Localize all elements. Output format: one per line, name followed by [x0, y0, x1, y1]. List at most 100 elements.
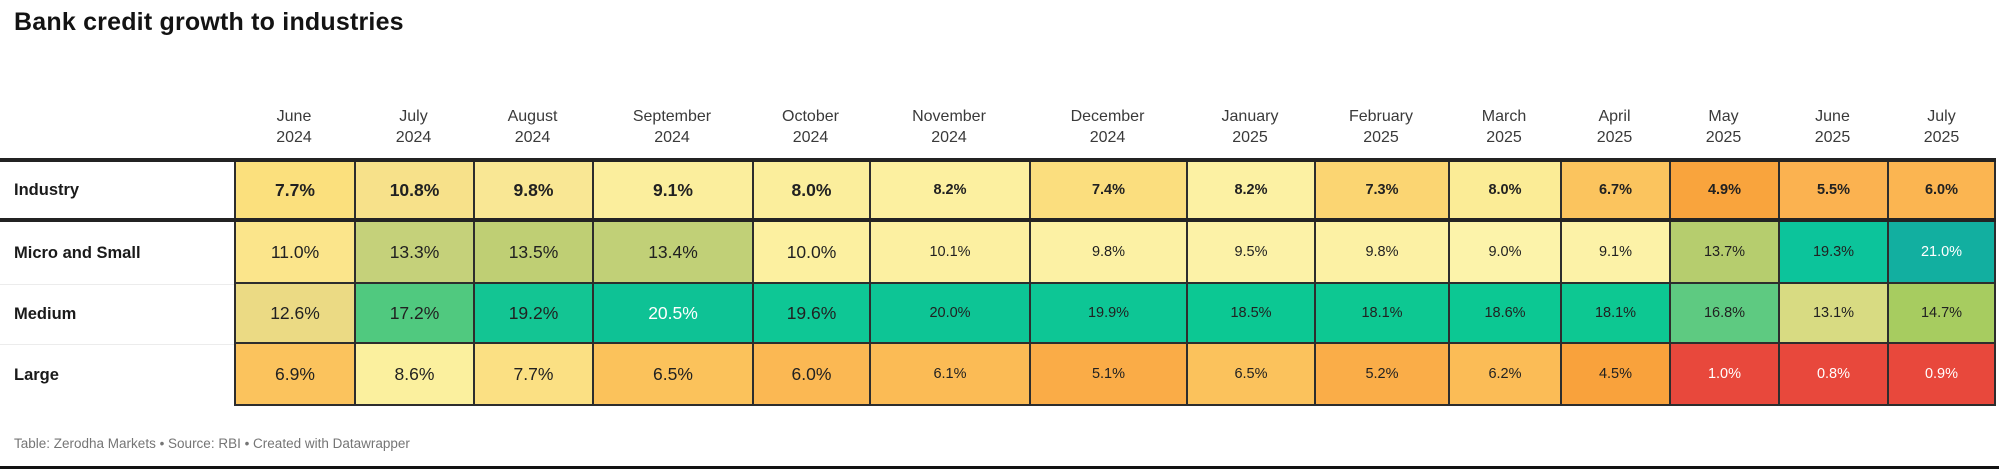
month-year: 2025	[1486, 128, 1522, 146]
month-name: August	[507, 107, 558, 125]
value-cell: 9.1%	[1560, 222, 1669, 284]
month-year: 2025	[1814, 128, 1851, 146]
value-cell: 8.2%	[1186, 162, 1314, 218]
value-cell: 5.2%	[1314, 344, 1448, 406]
value-cell: 11.0%	[234, 222, 354, 284]
value-cell: 20.5%	[592, 284, 752, 344]
month-header: September 2024	[592, 106, 752, 158]
month-header: April 2025	[1560, 106, 1669, 158]
value-cell: 13.5%	[473, 222, 592, 284]
value-cell: 10.1%	[869, 222, 1029, 284]
value-cell: 9.8%	[473, 162, 592, 218]
month-name: May	[1708, 107, 1739, 125]
month-year: 2025	[1596, 128, 1633, 146]
value-cell: 6.5%	[1186, 344, 1314, 406]
value-cell: 5.5%	[1778, 162, 1887, 218]
value-cell: 19.3%	[1778, 222, 1887, 284]
value-cell: 12.6%	[234, 284, 354, 344]
value-cell: 9.5%	[1186, 222, 1314, 284]
month-header: July 2025	[1887, 106, 1996, 158]
value-cell: 13.3%	[354, 222, 473, 284]
value-cell: 13.7%	[1669, 222, 1778, 284]
value-cell: 8.2%	[869, 162, 1029, 218]
value-cell: 6.9%	[234, 344, 354, 406]
value-cell: 6.7%	[1560, 162, 1669, 218]
value-cell: 17.2%	[354, 284, 473, 344]
value-cell: 10.8%	[354, 162, 473, 218]
value-cell: 18.1%	[1560, 284, 1669, 344]
month-name: February	[1348, 107, 1414, 125]
month-name: December	[1070, 107, 1145, 125]
month-name: January	[1221, 107, 1279, 125]
month-year: 2024	[792, 128, 829, 146]
value-cell: 19.2%	[473, 284, 592, 344]
table-row: Industry 7.7% 10.8% 9.8% 9.1% 8.0% 8.2% 7.4% 8.2…	[0, 158, 1996, 222]
value-cell: 13.4%	[592, 222, 752, 284]
month-header: March 2025	[1448, 106, 1560, 158]
page-title: Bank credit growth to industries	[14, 8, 404, 36]
month-header: November 2024	[869, 106, 1029, 158]
value-cell: 5.1%	[1029, 344, 1186, 406]
row-label: Medium	[0, 284, 234, 344]
value-cell: 6.1%	[869, 344, 1029, 406]
value-cell: 6.5%	[592, 344, 752, 406]
value-cell: 0.8%	[1778, 344, 1887, 406]
value-cell: 10.0%	[752, 222, 869, 284]
month-year: 2024	[931, 128, 967, 146]
value-cell: 19.9%	[1029, 284, 1186, 344]
header-row: June 2024 July 2024 August 2024 September 2024 O…	[0, 62, 1996, 158]
month-year: 2025	[1363, 128, 1399, 146]
value-cell: 14.7%	[1887, 284, 1996, 344]
month-header: May 2025	[1669, 106, 1778, 158]
month-header: June 2024	[234, 106, 354, 158]
value-cell: 7.7%	[473, 344, 592, 406]
month-name: November	[912, 107, 986, 125]
value-cell: 1.0%	[1669, 344, 1778, 406]
table-row: Medium 12.6% 17.2% 19.2% 20.5% 19.6% 20.0% 19.9…	[0, 284, 1996, 344]
value-cell: 4.5%	[1560, 344, 1669, 406]
value-cell: 8.0%	[1448, 162, 1560, 218]
value-cell: 6.2%	[1448, 344, 1560, 406]
row-label: Micro and Small	[0, 222, 234, 284]
value-cell: 6.0%	[752, 344, 869, 406]
source-note: Table: Zerodha Markets • Source: RBI • C…	[14, 436, 410, 451]
value-cell: 8.0%	[752, 162, 869, 218]
month-year: 2025	[1923, 128, 1960, 146]
value-cell: 13.1%	[1778, 284, 1887, 344]
month-header: August 2024	[473, 106, 592, 158]
value-cell: 4.9%	[1669, 162, 1778, 218]
month-year: 2025	[1705, 128, 1742, 146]
month-header: December 2024	[1029, 106, 1186, 158]
month-year: 2024	[276, 128, 312, 146]
value-cell: 19.6%	[752, 284, 869, 344]
month-name: June	[1815, 107, 1850, 125]
month-header: October 2024	[752, 106, 869, 158]
value-cell: 18.6%	[1448, 284, 1560, 344]
month-header: January 2025	[1186, 106, 1314, 158]
value-cell: 9.1%	[592, 162, 752, 218]
month-name: June	[276, 107, 312, 125]
month-header: February 2025	[1314, 106, 1448, 158]
value-cell: 20.0%	[869, 284, 1029, 344]
value-cell: 9.8%	[1314, 222, 1448, 284]
month-name: April	[1598, 107, 1631, 125]
month-year: 2025	[1232, 128, 1268, 146]
value-cell: 9.8%	[1029, 222, 1186, 284]
value-cell: 16.8%	[1669, 284, 1778, 344]
value-cell: 7.7%	[234, 162, 354, 218]
table-row: Large 6.9% 8.6% 7.7% 6.5% 6.0% 6.1% 5.1% 6.5% 5.2…	[0, 344, 1996, 406]
month-name: September	[632, 107, 712, 125]
month-year: 2024	[1089, 128, 1126, 146]
month-name: July	[1927, 107, 1956, 125]
heatmap-table: June 2024 July 2024 August 2024 September 2024 O…	[0, 62, 1996, 406]
month-year: 2024	[514, 128, 551, 146]
table-row: Micro and Small 11.0% 13.3% 13.5% 13.4% 10.0%…	[0, 222, 1996, 284]
value-cell: 6.0%	[1887, 162, 1996, 218]
month-name: July	[399, 107, 428, 125]
value-cell: 18.5%	[1186, 284, 1314, 344]
month-header: June 2025	[1778, 106, 1887, 158]
row-label: Industry	[0, 162, 234, 218]
row-label: Large	[0, 344, 234, 406]
month-year: 2024	[395, 128, 432, 146]
